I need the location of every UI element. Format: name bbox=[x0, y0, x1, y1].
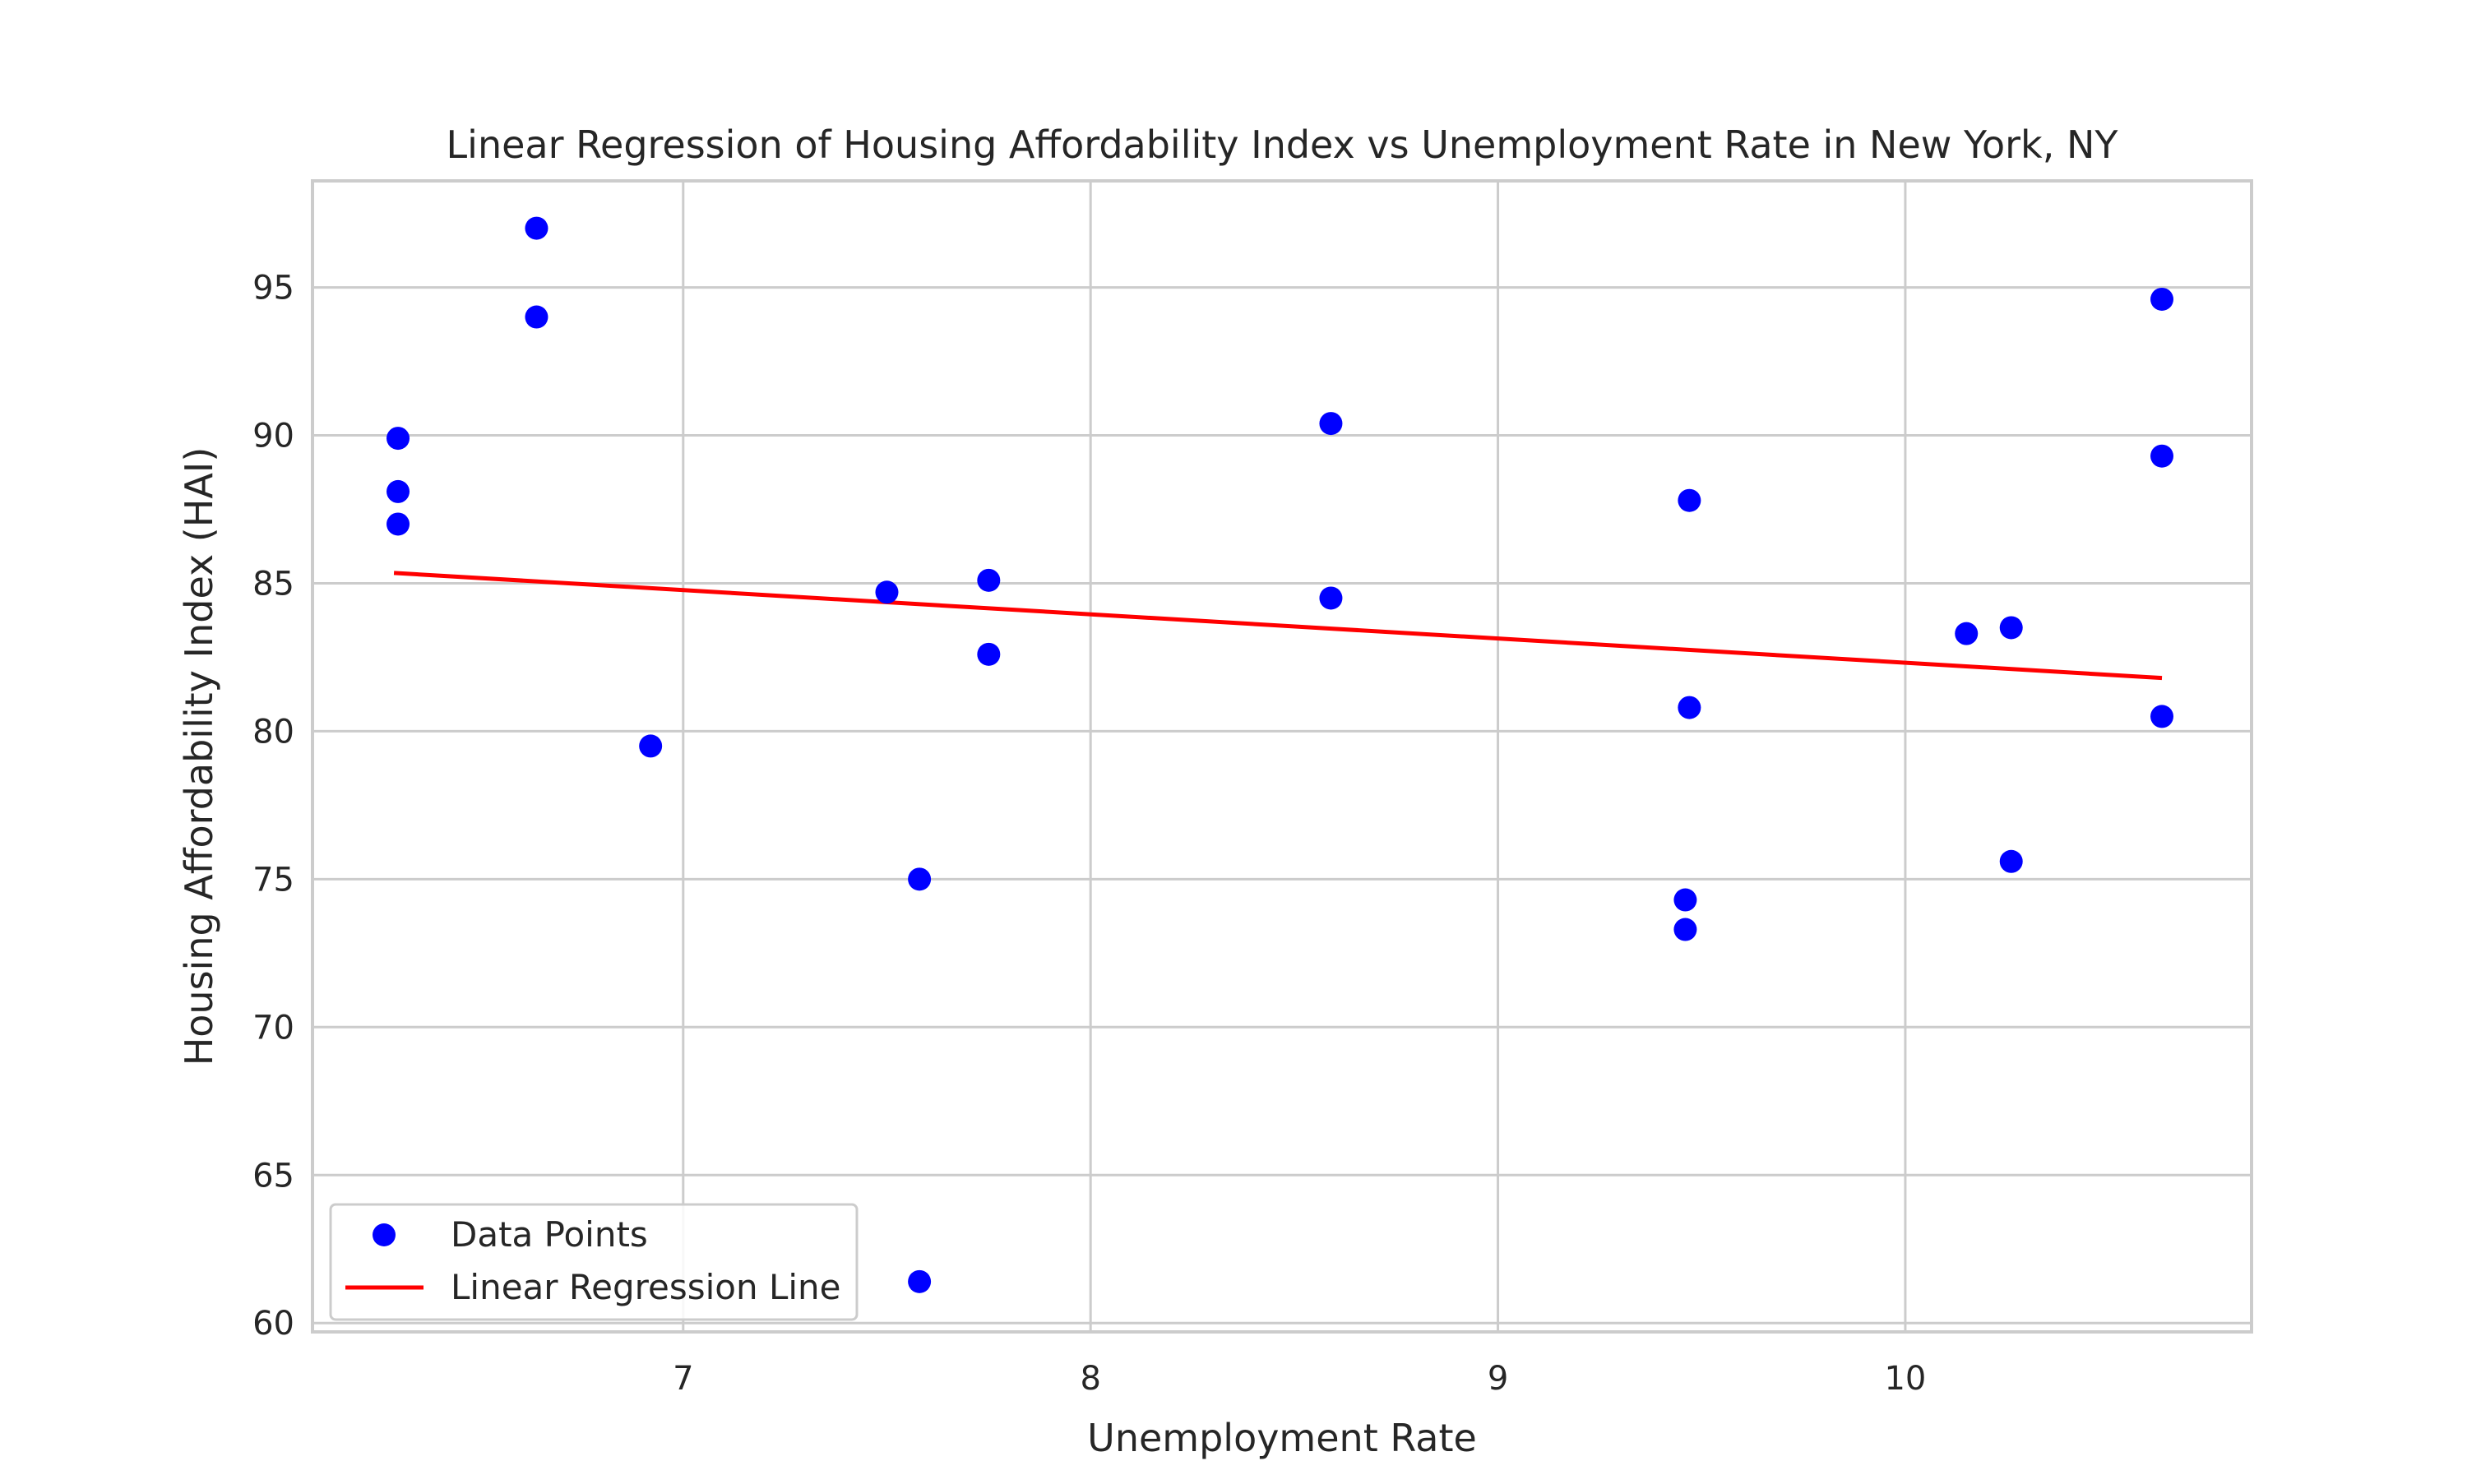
data-point bbox=[908, 867, 932, 891]
y-tick-label: 75 bbox=[252, 861, 294, 899]
data-point bbox=[525, 216, 548, 240]
legend-box bbox=[329, 1203, 859, 1321]
y-tick-label: 95 bbox=[252, 270, 294, 307]
data-point bbox=[1678, 488, 1701, 512]
data-point bbox=[2150, 444, 2174, 468]
y-axis-label: Housing Affordability Index (HAI) bbox=[177, 447, 221, 1066]
tick-labels: 7 8 9 10 60 65 70 75 80 85 90 95 bbox=[252, 270, 1926, 1398]
data-point bbox=[977, 568, 1001, 592]
legend-label-data-points: Data Points bbox=[451, 1214, 648, 1255]
data-point bbox=[2150, 287, 2174, 311]
data-point bbox=[1999, 849, 2023, 873]
data-point bbox=[1955, 622, 1979, 645]
regression-line bbox=[393, 571, 2163, 681]
legend: Data Points Linear Regression Line bbox=[329, 1203, 859, 1321]
data-point bbox=[1678, 696, 1701, 719]
grid bbox=[312, 181, 2252, 1332]
y-tick-label: 60 bbox=[252, 1305, 294, 1343]
data-point bbox=[2150, 705, 2174, 728]
chart-title: Linear Regression of Housing Affordabili… bbox=[447, 123, 2119, 167]
data-point bbox=[1673, 888, 1697, 912]
y-tick-label: 85 bbox=[252, 565, 294, 603]
data-point bbox=[386, 427, 410, 451]
x-tick-label: 8 bbox=[1080, 1360, 1100, 1398]
data-point bbox=[908, 1269, 932, 1293]
y-tick-label: 70 bbox=[252, 1009, 294, 1047]
data-point bbox=[1319, 412, 1343, 436]
y-tick-label: 80 bbox=[252, 713, 294, 751]
series bbox=[386, 216, 2174, 1293]
data-point bbox=[386, 512, 410, 536]
plot-frame bbox=[311, 179, 2253, 1334]
data-point bbox=[977, 642, 1001, 666]
data-point bbox=[386, 479, 410, 503]
data-point bbox=[525, 305, 548, 329]
y-tick-label: 90 bbox=[252, 418, 294, 455]
x-axis-label: Unemployment Rate bbox=[1087, 1416, 1477, 1460]
legend-label-regression-line: Linear Regression Line bbox=[451, 1267, 841, 1307]
plot-area bbox=[312, 181, 2252, 1332]
x-tick-label: 9 bbox=[1488, 1360, 1508, 1398]
x-tick-label: 10 bbox=[1884, 1360, 1926, 1398]
y-tick-label: 65 bbox=[252, 1157, 294, 1195]
x-tick-label: 7 bbox=[673, 1360, 693, 1398]
data-point bbox=[1319, 586, 1343, 610]
data-point bbox=[1999, 616, 2023, 640]
data-point bbox=[1673, 918, 1697, 941]
data-point bbox=[875, 580, 899, 604]
legend-marker-data-points bbox=[373, 1223, 396, 1246]
data-point bbox=[639, 734, 663, 758]
